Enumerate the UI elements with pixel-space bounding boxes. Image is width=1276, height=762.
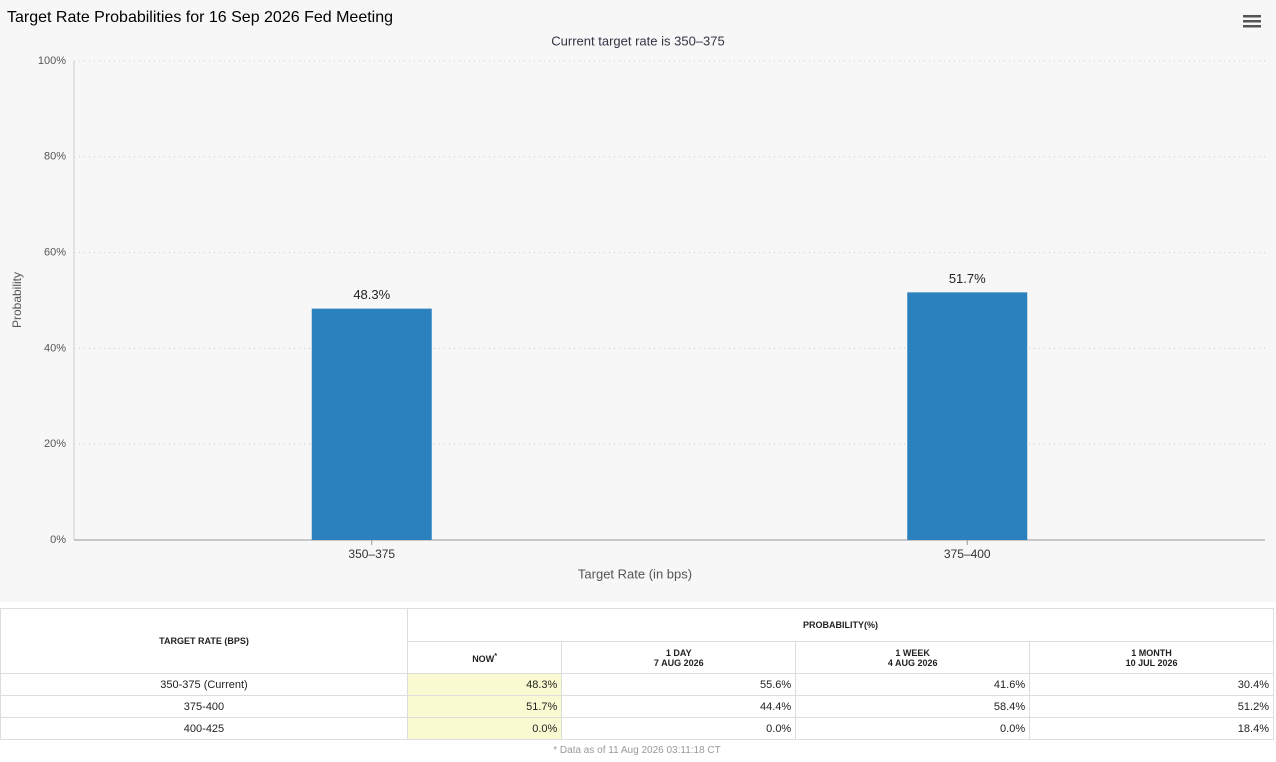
menu-line <box>1243 20 1261 23</box>
rate-cell: 375-400 <box>0 695 408 718</box>
probability-cell: 0.0% <box>561 717 797 740</box>
y-tick-label: 40% <box>44 342 66 354</box>
table-row: 375-400 51.7% 44.4% 58.4% 51.2% <box>0 695 1274 718</box>
probability-cell: 51.2% <box>1029 695 1274 718</box>
column-mark: * <box>494 651 498 660</box>
footnote: * Data as of 11 Aug 2026 03:11:18 CT <box>553 745 721 756</box>
bar <box>907 292 1028 540</box>
x-tick-label: 375–400 <box>944 547 991 561</box>
probability-cell: 55.6% <box>561 673 797 696</box>
row-header: TARGET RATE (BPS) <box>0 608 408 674</box>
x-tick-label: 350–375 <box>348 547 395 561</box>
y-tick-label: 20% <box>44 438 66 450</box>
column-label: NOW <box>472 654 495 664</box>
probability-cell: 58.4% <box>795 695 1031 718</box>
probability-cell: 0.0% <box>795 717 1031 740</box>
menu-line <box>1243 25 1261 28</box>
y-tick-label: 100% <box>38 55 66 67</box>
x-axis-title: Target Rate (in bps) <box>578 566 692 581</box>
probability-cell: 0.0% <box>406 717 563 740</box>
chart: Target Rate Probabilities for 16 Sep 202… <box>0 0 1276 602</box>
group-header: PROBABILITY(%) <box>406 608 1275 642</box>
probability-cell: 41.6% <box>795 673 1031 696</box>
y-tick-label: 80% <box>44 151 66 163</box>
table-row: 400-425 0.0% 0.0% 0.0% 18.4% <box>0 717 1274 740</box>
column-header: 1 DAY 7 AUG 2026 <box>561 641 797 674</box>
y-tick-label: 60% <box>44 247 66 259</box>
column-label: 1 DAY <box>665 647 692 658</box>
rate-cell: 400-425 <box>0 717 408 740</box>
column-header: 1 MONTH 10 JUL 2026 <box>1029 641 1274 674</box>
chart-subtitle: Current target rate is 350–375 <box>551 33 724 48</box>
value-label: 48.3% <box>353 287 390 302</box>
bar <box>311 308 432 540</box>
column-date: 4 AUG 2026 <box>887 657 938 668</box>
y-tick-label: 0% <box>50 534 66 546</box>
chart-title: Target Rate Probabilities for 16 Sep 202… <box>7 9 393 26</box>
column-label: 1 MONTH <box>1131 647 1172 658</box>
probability-cell: 48.3% <box>406 673 563 696</box>
menu-button[interactable] <box>1243 15 1261 28</box>
table-row: 350-375 (Current) 48.3% 55.6% 41.6% 30.4% <box>0 673 1274 696</box>
probability-cell: 44.4% <box>561 695 797 718</box>
probability-cell: 30.4% <box>1029 673 1274 696</box>
column-header: 1 WEEK 4 AUG 2026 <box>795 641 1031 674</box>
probability-cell: 51.7% <box>406 695 563 718</box>
value-label: 51.7% <box>949 271 986 286</box>
rate-cell: 350-375 (Current) <box>0 673 408 696</box>
column-date: 10 JUL 2026 <box>1125 657 1178 668</box>
column-header: NOW* <box>406 641 563 674</box>
probability-cell: 18.4% <box>1029 717 1274 740</box>
column-date: 7 AUG 2026 <box>653 657 704 668</box>
y-axis-title: Probability <box>10 272 24 328</box>
chart-background <box>0 0 1276 602</box>
column-label: 1 WEEK <box>895 647 930 658</box>
menu-line <box>1243 15 1261 18</box>
probability-table: TARGET RATE (BPS) PROBABILITY(%) NOW* 1 D… <box>0 608 1275 740</box>
